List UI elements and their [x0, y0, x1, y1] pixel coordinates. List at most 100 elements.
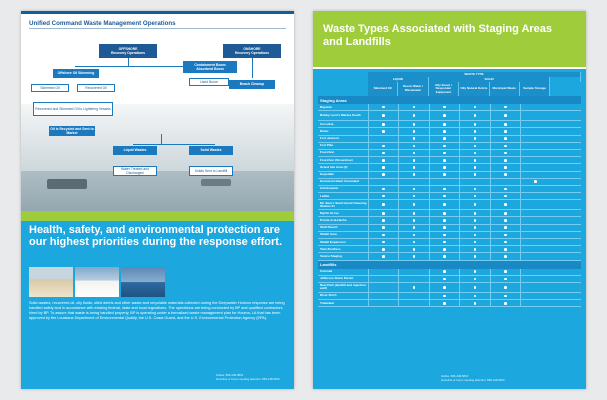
bullet-mark	[503, 166, 507, 169]
table-cell	[519, 193, 550, 200]
bags-photo	[75, 267, 119, 297]
table-cell	[489, 193, 520, 200]
photo-strip	[29, 267, 165, 297]
table-cell	[398, 275, 428, 282]
table-cell	[398, 239, 428, 246]
table-cell	[489, 200, 520, 210]
table-cell	[428, 292, 459, 300]
table-cell	[398, 128, 428, 135]
bullet-mark	[473, 286, 477, 289]
table-cell	[428, 111, 459, 121]
bullet-mark	[473, 194, 477, 198]
bullet-mark	[382, 114, 385, 117]
bullet-mark	[382, 255, 385, 258]
bullet-mark	[503, 255, 507, 258]
bullet-mark	[443, 158, 446, 162]
table-row: IntraCoastal	[318, 185, 581, 194]
staging-rows: Bayside Bobby Lynn's Marina South Cocodrie…	[318, 104, 581, 261]
table-cell	[519, 217, 550, 224]
bullet-mark	[443, 173, 446, 176]
bullet-mark	[382, 247, 385, 251]
onshore-box: ONSHORE Recovery Operations	[223, 44, 281, 58]
table-cell	[398, 253, 428, 260]
solid-header: SOLID	[428, 77, 551, 82]
table-cell	[428, 142, 459, 149]
table-cell	[459, 282, 489, 292]
table-cell	[519, 171, 550, 178]
bullet-mark	[473, 137, 477, 140]
table-cell	[459, 292, 489, 300]
bullet-mark	[412, 122, 416, 126]
column-header: Decon Water / Wastewater	[398, 82, 429, 96]
hotline-footer: hotline: 866-448-5816 shoreline or boom …	[441, 374, 505, 383]
table-cell	[519, 224, 550, 231]
bullet-mark	[412, 166, 416, 169]
bullet-mark	[412, 226, 416, 230]
bullet-mark	[503, 122, 507, 126]
bullet-mark	[503, 212, 507, 215]
table-cell	[489, 111, 520, 121]
table-cell	[368, 224, 398, 231]
table-cell	[459, 246, 489, 253]
bullet-mark	[503, 130, 507, 133]
table-cell	[368, 178, 398, 185]
table-cell	[368, 104, 398, 111]
bullet-mark	[382, 226, 385, 230]
solid-wastes-box: Solid Wastes	[189, 146, 233, 155]
table-cell	[428, 239, 459, 246]
row-label: Mr. Sam’s Sand Island Cleaning Station #…	[320, 200, 367, 208]
table-cell	[368, 185, 398, 193]
bullet-mark	[412, 187, 416, 191]
table-row: Hopedale	[318, 171, 581, 179]
table-cell	[459, 200, 489, 210]
table-cell	[368, 275, 398, 282]
bullet-mark	[473, 270, 477, 273]
bullet-mark	[443, 137, 446, 140]
table-cell	[459, 149, 489, 157]
connector	[75, 66, 209, 67]
table-cell	[428, 178, 459, 185]
bullet-mark	[473, 240, 477, 244]
bullet-mark	[443, 233, 446, 237]
bullet-mark	[382, 144, 385, 148]
bullet-mark	[443, 212, 446, 215]
row-label: Grand Isle Area (4)	[320, 164, 348, 169]
table-cell	[489, 185, 520, 193]
column-header: Skimmed Oil	[368, 82, 399, 96]
bullet-mark	[473, 301, 477, 305]
transfer-box: Recovered and Skimmed Oil to Lightering …	[33, 102, 113, 116]
bullet-mark	[473, 158, 477, 162]
table-cell	[519, 268, 550, 275]
bullet-mark	[473, 122, 477, 126]
table-cell	[398, 121, 428, 128]
offshore-box: OFFSHORE Recovery Operations	[99, 44, 157, 58]
table-cell	[459, 224, 489, 231]
table-cell	[368, 111, 398, 121]
table-cell	[489, 149, 520, 157]
bullet-mark	[473, 233, 477, 237]
title-rule	[29, 28, 286, 29]
bullet-mark	[412, 240, 416, 244]
bullet-mark	[443, 247, 446, 251]
bullet-mark	[412, 151, 416, 155]
table-cell	[428, 268, 459, 275]
table-cell	[489, 171, 520, 178]
bullet-mark	[503, 114, 507, 117]
column-header: Oily Boom / Responder Equipment	[428, 82, 460, 96]
table-row: Mr. Sam’s Sand Island Cleaning Station #…	[318, 200, 581, 211]
table-cell	[428, 275, 459, 282]
table-row: Houma Incident Command	[318, 178, 581, 186]
bullet-mark	[473, 173, 477, 176]
row-label: Jefferson Davis Parish	[320, 276, 354, 281]
row-label: Houma Incident Command	[320, 179, 360, 184]
table-row: Myrtle Grove	[318, 210, 581, 218]
table-cell	[489, 239, 520, 246]
table-cell	[428, 185, 459, 193]
table-cell	[368, 253, 398, 260]
table-row: Lafitte	[318, 193, 581, 201]
bullet-mark	[412, 219, 416, 222]
table-cell	[519, 128, 550, 135]
table-cell	[519, 178, 550, 185]
bullet-mark	[503, 194, 507, 198]
bullet-mark	[503, 203, 507, 207]
